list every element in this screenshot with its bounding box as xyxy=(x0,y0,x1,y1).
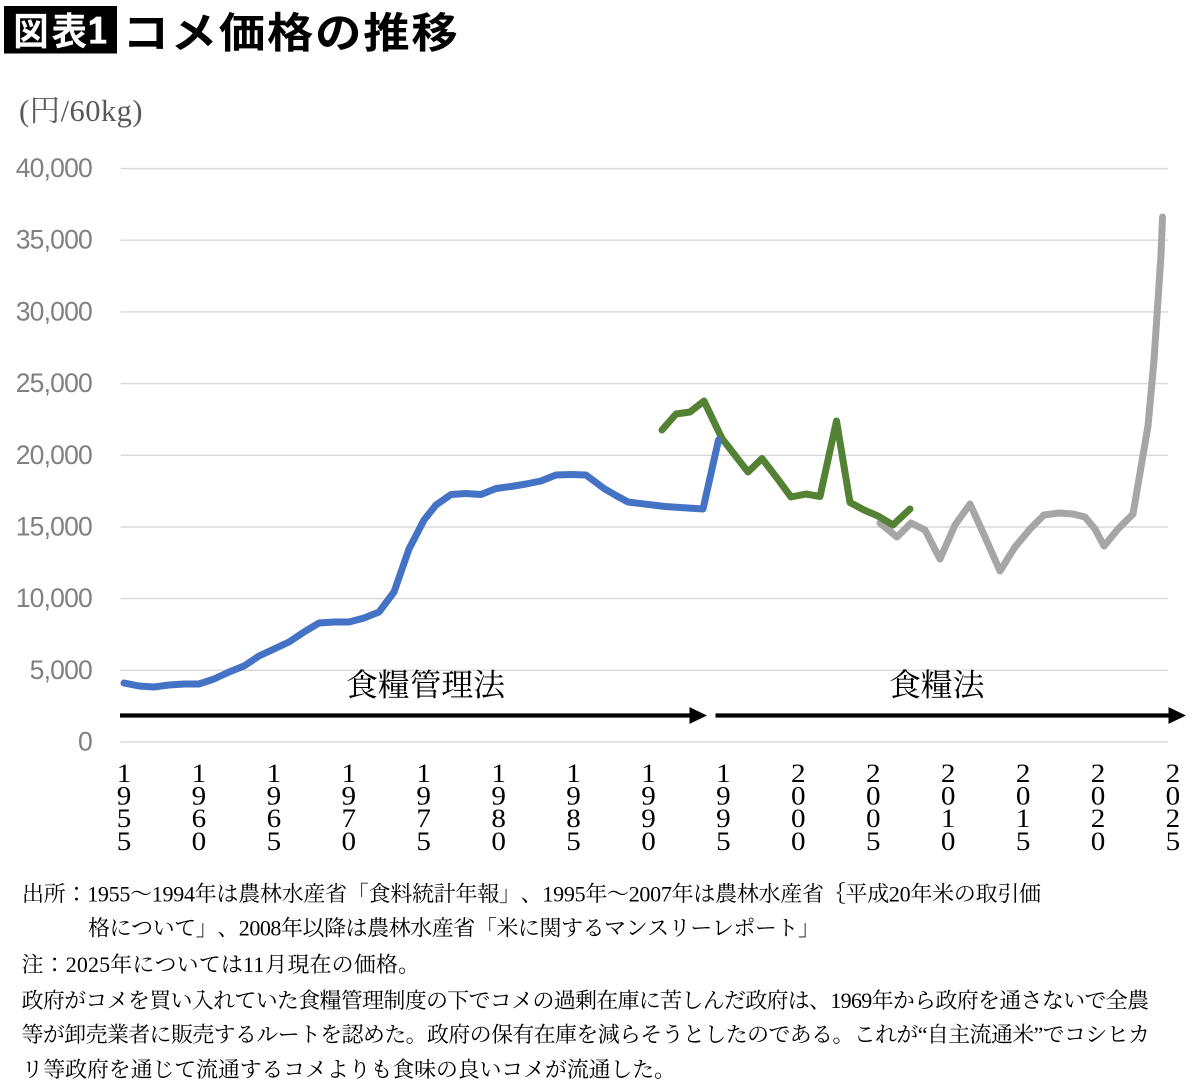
svg-text:5: 5 xyxy=(117,826,132,855)
svg-text:2007: 2007 xyxy=(629,881,672,906)
svg-text:1: 1 xyxy=(192,758,207,787)
svg-text:9: 9 xyxy=(192,781,207,810)
svg-text:9: 9 xyxy=(641,804,656,833)
svg-text:10,000: 10,000 xyxy=(16,583,92,613)
svg-text:20: 20 xyxy=(889,881,911,906)
svg-text:1: 1 xyxy=(941,804,956,833)
svg-text:5: 5 xyxy=(1016,826,1031,855)
svg-text:2: 2 xyxy=(791,758,806,787)
svg-text:1969: 1969 xyxy=(830,988,872,1013)
svg-text:0: 0 xyxy=(1091,781,1106,810)
svg-text:0: 0 xyxy=(491,826,506,855)
svg-text:20,000: 20,000 xyxy=(16,440,92,470)
svg-text:9: 9 xyxy=(716,804,731,833)
svg-text:5: 5 xyxy=(566,826,581,855)
svg-text:9: 9 xyxy=(641,781,656,810)
svg-text:2: 2 xyxy=(1091,804,1106,833)
svg-text:2: 2 xyxy=(866,758,881,787)
svg-text:6: 6 xyxy=(192,804,207,833)
svg-text:1: 1 xyxy=(1016,804,1031,833)
svg-text:0: 0 xyxy=(791,781,806,810)
svg-text:8: 8 xyxy=(566,804,581,833)
svg-text:0: 0 xyxy=(941,781,956,810)
svg-text:2: 2 xyxy=(1016,758,1031,787)
svg-text:0: 0 xyxy=(941,826,956,855)
svg-text:1: 1 xyxy=(716,758,731,787)
svg-text:0: 0 xyxy=(342,826,357,855)
svg-text:5: 5 xyxy=(117,804,132,833)
svg-text:5: 5 xyxy=(267,826,282,855)
svg-text:6: 6 xyxy=(267,804,282,833)
svg-text:11: 11 xyxy=(243,952,264,977)
svg-text:9: 9 xyxy=(267,781,282,810)
svg-text:9: 9 xyxy=(566,781,581,810)
svg-text:9: 9 xyxy=(342,781,357,810)
svg-text:2025: 2025 xyxy=(66,952,110,977)
svg-text:2: 2 xyxy=(1166,804,1181,833)
svg-text:5: 5 xyxy=(866,826,881,855)
svg-text:5,000: 5,000 xyxy=(30,655,92,685)
svg-text:7: 7 xyxy=(416,804,431,833)
svg-text:0: 0 xyxy=(791,804,806,833)
svg-text:0: 0 xyxy=(192,826,207,855)
svg-text:7: 7 xyxy=(342,804,357,833)
svg-text:2: 2 xyxy=(1091,758,1106,787)
svg-text:9: 9 xyxy=(716,781,731,810)
svg-text:0: 0 xyxy=(1016,781,1031,810)
svg-text:1: 1 xyxy=(267,758,282,787)
svg-text:1955: 1955 xyxy=(87,881,130,906)
svg-text:15,000: 15,000 xyxy=(16,512,92,542)
svg-text:”: ” xyxy=(1034,1022,1043,1047)
svg-text:/60kg): /60kg) xyxy=(61,94,143,128)
svg-text:1995: 1995 xyxy=(542,881,585,906)
svg-text:0: 0 xyxy=(78,727,92,757)
svg-text:“: “ xyxy=(918,1022,927,1047)
svg-text:0: 0 xyxy=(641,826,656,855)
svg-text:1: 1 xyxy=(641,758,656,787)
svg-text:0: 0 xyxy=(866,781,881,810)
svg-text:5: 5 xyxy=(716,826,731,855)
svg-text:(: ( xyxy=(19,94,30,128)
svg-text:8: 8 xyxy=(491,804,506,833)
svg-text:1: 1 xyxy=(566,758,581,787)
svg-text:1: 1 xyxy=(342,758,357,787)
svg-text:35,000: 35,000 xyxy=(16,225,92,255)
svg-text:2: 2 xyxy=(1166,758,1181,787)
svg-text:9: 9 xyxy=(491,781,506,810)
svg-text:1994: 1994 xyxy=(152,881,195,906)
svg-text:30,000: 30,000 xyxy=(16,296,92,326)
svg-text:1: 1 xyxy=(491,758,506,787)
svg-text:0: 0 xyxy=(1166,781,1181,810)
svg-text:5: 5 xyxy=(1166,826,1181,855)
svg-text:0: 0 xyxy=(791,826,806,855)
svg-text:2008: 2008 xyxy=(239,916,282,941)
svg-text:1: 1 xyxy=(416,758,431,787)
svg-text:0: 0 xyxy=(1091,826,1106,855)
svg-text:2: 2 xyxy=(941,758,956,787)
svg-text:25,000: 25,000 xyxy=(16,368,92,398)
svg-text:0: 0 xyxy=(866,804,881,833)
svg-text:1: 1 xyxy=(117,758,132,787)
svg-text:9: 9 xyxy=(416,781,431,810)
svg-text:5: 5 xyxy=(416,826,431,855)
svg-text:40,000: 40,000 xyxy=(16,153,92,183)
svg-text:9: 9 xyxy=(117,781,132,810)
